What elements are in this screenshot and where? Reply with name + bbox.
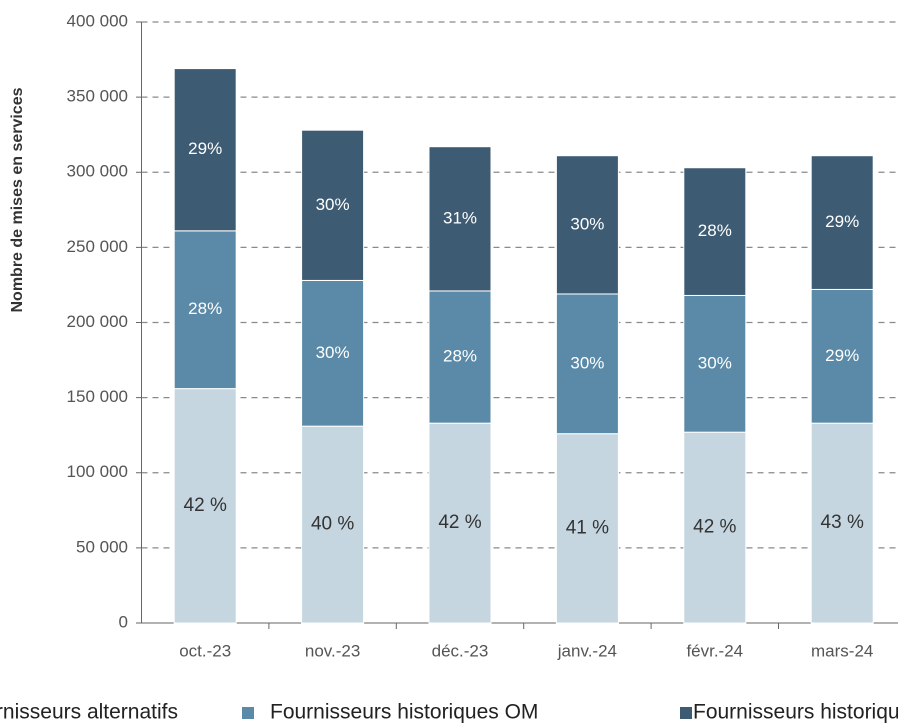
y-tick-label: 150 000 [67, 387, 128, 406]
data-label: 43 % [821, 512, 864, 533]
y-tick-label: 200 000 [67, 312, 128, 331]
data-label: 31% [443, 208, 477, 227]
data-label: 29% [188, 139, 222, 158]
data-label: 42 % [184, 495, 227, 516]
data-label: 30% [316, 195, 350, 214]
data-label: 29% [825, 346, 859, 365]
data-label: 30% [570, 214, 604, 233]
legend-swatch [680, 707, 692, 719]
y-axis-label: Nombre de mises en services [9, 87, 26, 312]
bar-segment [555, 155, 619, 295]
bar-segment [173, 230, 237, 390]
bar-segment [810, 288, 874, 424]
x-tick-label: févr.-24 [686, 641, 743, 660]
data-label: 28% [188, 299, 222, 318]
bar-segment [683, 431, 747, 624]
x-tick-label: janv.-24 [557, 641, 617, 660]
data-label: 29% [825, 212, 859, 231]
legend-label: Fournisseurs alternatifs [0, 701, 178, 724]
x-tick-label: mars-24 [811, 641, 873, 660]
legend-label: Fournisseurs historiques OM [270, 701, 538, 724]
legend-label: Fournisseurs historiques [693, 701, 898, 724]
bar-segment [428, 146, 492, 292]
y-tick-label: 350 000 [67, 87, 128, 106]
data-label: 42 % [693, 517, 736, 538]
data-label: 30% [570, 353, 604, 372]
x-tick-label: oct.-23 [179, 641, 231, 660]
bar-segment [301, 279, 365, 427]
x-tick-label: nov.-23 [305, 641, 360, 660]
y-tick-label: 0 [119, 612, 128, 631]
y-tick-label: 100 000 [67, 462, 128, 481]
data-label: 40 % [311, 514, 354, 535]
data-label: 41 % [566, 517, 609, 538]
bar-segment [683, 167, 747, 296]
y-tick-label: 300 000 [67, 162, 128, 181]
data-label: 28% [698, 221, 732, 240]
y-tick-label: 250 000 [67, 237, 128, 256]
y-tick-label: 400 000 [67, 11, 128, 30]
y-tick-label: 50 000 [76, 537, 128, 556]
data-label: 42 % [438, 512, 481, 533]
data-label: 30% [698, 353, 732, 372]
data-label: 30% [316, 343, 350, 362]
bar-segment [810, 155, 874, 290]
data-label: 28% [443, 347, 477, 366]
legend-swatch [242, 707, 254, 719]
bar-segment [173, 388, 237, 624]
bar-segment [683, 294, 747, 433]
x-tick-label: déc.-23 [432, 641, 489, 660]
bar-segment [301, 129, 365, 281]
bar-segment [555, 433, 619, 624]
bar-segment [428, 422, 492, 624]
bar-segment [810, 422, 874, 624]
bar-segment [173, 68, 237, 232]
